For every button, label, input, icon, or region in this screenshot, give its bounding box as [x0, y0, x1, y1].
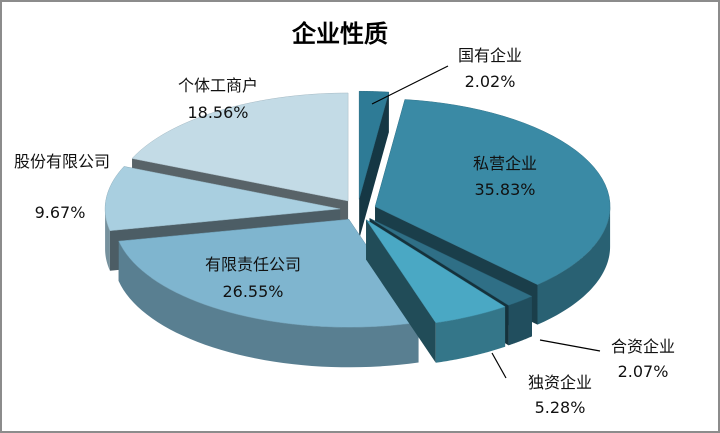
- slice: [358, 90, 390, 200]
- slice-label: 合资企业: [610, 337, 675, 356]
- slice-wall: [105, 208, 110, 271]
- slice-label: 独资企业: [527, 373, 592, 392]
- slice: [369, 218, 533, 306]
- slice: [118, 219, 419, 328]
- leader-line: [491, 352, 507, 379]
- value-label: 2.02%: [464, 72, 516, 91]
- slice: [104, 166, 341, 231]
- slice-wall: [537, 206, 611, 325]
- slice: [374, 99, 611, 285]
- slice-wall: [435, 306, 506, 363]
- slice-label: 有限责任公司: [204, 255, 301, 274]
- slice-wall: [508, 296, 532, 346]
- slice-label: 私营企业: [472, 154, 537, 173]
- slice-side: [359, 92, 389, 240]
- slice-label: 个体工商户: [177, 76, 258, 95]
- slice-label: 股份有限公司: [14, 152, 111, 171]
- value-label: 9.67%: [34, 203, 86, 222]
- slice: [131, 92, 349, 202]
- value-label: 26.55%: [222, 282, 284, 301]
- value-label: 35.83%: [474, 180, 536, 199]
- value-label: 18.56%: [187, 103, 249, 122]
- leader-line: [539, 339, 601, 352]
- leader-line: [371, 65, 449, 105]
- slice-wall: [118, 241, 419, 368]
- value-label: 5.28%: [534, 398, 586, 417]
- value-label: 2.07%: [617, 362, 669, 381]
- slice-label: 国有企业: [457, 46, 522, 65]
- slice-side: [366, 219, 436, 363]
- chart-title: 企业性质: [292, 20, 388, 48]
- slice: [365, 219, 506, 324]
